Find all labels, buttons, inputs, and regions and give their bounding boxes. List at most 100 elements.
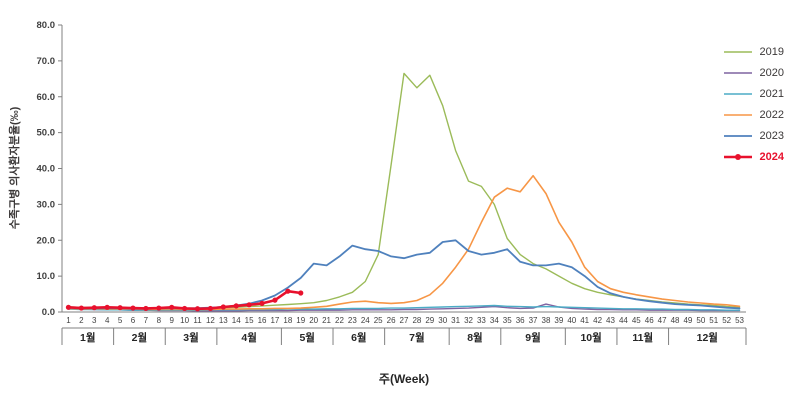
legend-item-2020: 2020 xyxy=(723,67,784,79)
month-label: 11월 xyxy=(632,331,653,344)
series-marker-2024 xyxy=(104,304,110,310)
legend-label-2024: 2024 xyxy=(759,151,784,163)
series-marker-2024 xyxy=(65,304,72,310)
week-label: 33 xyxy=(477,316,486,325)
week-label: 52 xyxy=(722,316,731,325)
y-tick-label: 20.0 xyxy=(37,235,56,246)
series-line-2019 xyxy=(67,72,741,310)
series-marker-2024 xyxy=(78,305,84,311)
week-label: 23 xyxy=(348,316,357,325)
week-label: 41 xyxy=(580,316,589,325)
week-label: 9 xyxy=(169,316,174,325)
month-label: 5월 xyxy=(299,331,315,344)
month-label: 8월 xyxy=(467,331,483,344)
legend-swatch-2021 xyxy=(723,93,752,95)
legend-item-2019: 2019 xyxy=(723,46,784,58)
week-label: 38 xyxy=(542,316,551,325)
week-label: 25 xyxy=(374,316,383,325)
week-label: 10 xyxy=(180,316,189,325)
week-label: 48 xyxy=(671,316,680,325)
series-marker-2024 xyxy=(169,304,175,310)
legend-item-2022: 2022 xyxy=(723,109,784,121)
week-label: 49 xyxy=(683,316,692,325)
week-label: 6 xyxy=(131,316,136,325)
week-label: 2 xyxy=(79,316,84,325)
week-label: 50 xyxy=(696,316,705,325)
week-label: 34 xyxy=(490,316,499,325)
y-tick-label: 0.0 xyxy=(42,307,55,318)
month-label: 10월 xyxy=(580,331,601,344)
y-tick-label: 60.0 xyxy=(37,92,56,103)
week-label: 30 xyxy=(438,316,447,325)
y-tick-label: 40.0 xyxy=(37,164,56,175)
series-marker-2024 xyxy=(143,305,149,312)
legend-swatch-2019 xyxy=(723,51,752,53)
week-label: 27 xyxy=(400,316,409,325)
week-label: 1 xyxy=(66,316,71,325)
legend-item-2024: 2024 xyxy=(723,151,784,163)
week-label: 11 xyxy=(193,316,202,325)
series-marker-2024 xyxy=(207,305,214,312)
month-label: 4월 xyxy=(241,331,257,344)
month-label: 6월 xyxy=(351,331,367,344)
week-label: 45 xyxy=(632,316,641,325)
month-label: 2월 xyxy=(132,331,148,344)
series-marker-2024 xyxy=(91,305,97,311)
week-label: 19 xyxy=(296,316,305,325)
series-marker-2024 xyxy=(285,288,291,294)
week-label: 42 xyxy=(593,316,602,325)
week-label: 7 xyxy=(144,316,149,325)
series-marker-2024 xyxy=(194,306,201,312)
week-label: 40 xyxy=(567,316,576,325)
series-marker-2024 xyxy=(117,305,123,311)
y-tick-label: 10.0 xyxy=(37,271,56,282)
week-label: 35 xyxy=(503,316,512,325)
week-label: 14 xyxy=(232,316,241,325)
week-label: 37 xyxy=(529,316,538,325)
series-marker-2024 xyxy=(246,302,252,308)
month-label: 7월 xyxy=(409,331,425,344)
legend-label-2020: 2020 xyxy=(759,67,784,79)
series-marker-2024 xyxy=(233,303,239,309)
series-marker-2024 xyxy=(156,305,162,311)
series-marker-2024 xyxy=(272,297,278,303)
series-marker-2024 xyxy=(130,305,136,311)
series-marker-2024 xyxy=(259,300,265,306)
legend-item-2021: 2021 xyxy=(723,88,784,100)
series-marker-2024 xyxy=(220,304,226,310)
week-label: 53 xyxy=(735,316,744,325)
week-label: 51 xyxy=(709,316,718,325)
x-axis-title: 주(Week) xyxy=(378,372,430,386)
week-label: 17 xyxy=(270,316,279,325)
legend-label-2019: 2019 xyxy=(759,46,784,58)
y-tick-label: 70.0 xyxy=(37,56,56,67)
week-label: 28 xyxy=(412,316,421,325)
legend-item-2023: 2023 xyxy=(723,130,784,142)
week-label: 29 xyxy=(425,316,434,325)
week-label: 13 xyxy=(219,316,228,325)
y-tick-label: 80.0 xyxy=(37,20,56,31)
month-label: 9월 xyxy=(525,331,541,344)
month-label: 3월 xyxy=(183,331,199,344)
legend-swatch-2023 xyxy=(723,135,752,137)
week-label: 36 xyxy=(516,316,525,325)
week-label: 24 xyxy=(361,316,370,325)
week-label: 22 xyxy=(335,316,344,325)
week-label: 47 xyxy=(658,316,667,325)
legend-swatch-2022 xyxy=(723,114,752,116)
legend-label-2022: 2022 xyxy=(759,109,784,121)
series-marker-2024 xyxy=(298,290,304,296)
y-tick-label: 30.0 xyxy=(37,199,56,210)
week-label: 32 xyxy=(464,316,473,325)
legend-swatch-2020 xyxy=(723,72,752,74)
week-label: 21 xyxy=(322,316,331,325)
week-label: 43 xyxy=(606,316,615,325)
y-tick-label: 50.0 xyxy=(37,128,56,139)
week-label: 15 xyxy=(245,316,254,325)
legend-swatch-2024 xyxy=(723,154,752,160)
week-label: 12 xyxy=(206,316,215,325)
month-label: 1월 xyxy=(80,331,96,344)
series-marker-2024 xyxy=(182,305,188,312)
